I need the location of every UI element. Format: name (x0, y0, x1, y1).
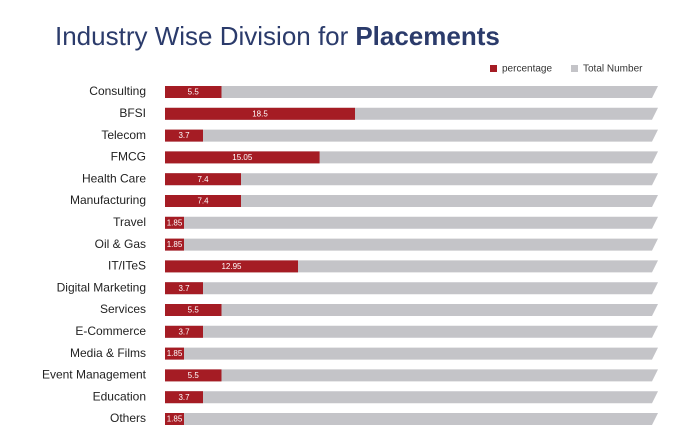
y-tick-label: Travel (113, 215, 146, 229)
y-tick-label: IT/ITeS (108, 259, 146, 273)
y-tick-label: E-Commerce (75, 324, 146, 338)
total-bar (165, 173, 658, 186)
y-tick-label: FMCG (111, 150, 146, 164)
bar (165, 260, 299, 273)
value-label: 12.95 (221, 262, 242, 271)
bar (165, 216, 185, 229)
value-label: 3.7 (178, 284, 190, 293)
value-label: 15.05 (232, 153, 253, 162)
legend-swatch (571, 65, 578, 72)
bar (165, 107, 356, 120)
bar (165, 282, 204, 295)
value-label: 18.5 (252, 109, 268, 118)
value-label: 3.7 (178, 327, 190, 336)
y-tick-label: Manufacturing (70, 193, 146, 207)
bar (165, 413, 185, 425)
y-tick-label: BFSI (119, 106, 146, 120)
legend-swatch (490, 65, 497, 72)
total-bar (165, 216, 658, 229)
y-tick-label: Media & Films (70, 346, 146, 360)
y-tick-label: Others (110, 411, 146, 425)
y-tick-label: Education (93, 389, 146, 403)
bar (165, 369, 222, 382)
total-bar (165, 413, 658, 425)
value-label: 1.85 (167, 218, 183, 227)
chart-title: Industry Wise Division for Placements (55, 21, 500, 51)
bar (165, 129, 204, 142)
total-bar (165, 195, 658, 207)
total-bar (165, 347, 658, 360)
y-tick-label: Services (100, 302, 146, 316)
value-label: 3.7 (178, 131, 190, 140)
value-label: 5.5 (188, 88, 200, 97)
bar (165, 195, 242, 207)
value-label: 1.85 (167, 349, 183, 358)
total-bar (165, 86, 658, 98)
y-tick-label: Event Management (42, 368, 147, 382)
bar (165, 238, 185, 251)
total-bar (165, 304, 658, 316)
bar (165, 325, 204, 338)
bar (165, 151, 320, 164)
bar (165, 391, 204, 404)
bar (165, 347, 185, 360)
title-emphasis: Placements (355, 21, 500, 51)
total-bar (165, 129, 658, 142)
bar (165, 304, 222, 316)
title-text: Industry Wise Division for (55, 21, 349, 51)
value-label: 7.4 (197, 175, 209, 184)
y-tick-label: Telecom (101, 128, 146, 142)
total-bar (165, 325, 658, 338)
value-label: 5.5 (188, 371, 200, 380)
y-tick-label: Oil & Gas (95, 237, 146, 251)
legend-label: Total Number (583, 64, 643, 75)
total-bar (165, 391, 658, 404)
total-bar (165, 238, 658, 251)
total-bar (165, 369, 658, 382)
value-label: 1.85 (167, 415, 183, 424)
value-label: 1.85 (167, 240, 183, 249)
y-tick-label: Digital Marketing (57, 280, 146, 294)
bar (165, 86, 222, 98)
total-bar (165, 282, 658, 295)
y-tick-label: Consulting (89, 84, 146, 98)
value-label: 7.4 (197, 197, 209, 206)
legend-label: percentage (502, 64, 552, 75)
value-label: 5.5 (188, 306, 200, 315)
bar (165, 173, 242, 186)
y-tick-label: Health Care (82, 171, 146, 185)
value-label: 3.7 (178, 393, 190, 402)
